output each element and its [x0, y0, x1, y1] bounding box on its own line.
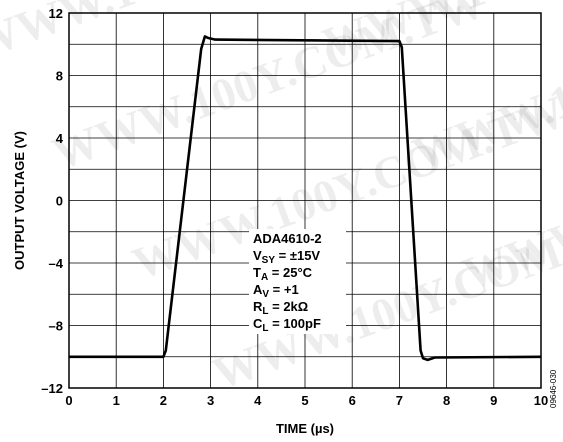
- annotation-line-1: ADA4610-2: [253, 231, 322, 246]
- figure-code: 09646-030: [549, 369, 558, 408]
- x-tick-label: 3: [207, 393, 214, 408]
- x-tick-label: 10: [534, 393, 548, 408]
- y-tick-label: 12: [49, 6, 63, 21]
- y-tick-labels: 12 8 4 0 –4 –8 –12: [41, 6, 63, 396]
- x-tick-label: 2: [160, 393, 167, 408]
- y-tick-label: –8: [49, 319, 63, 334]
- series-line-0: [69, 35, 542, 362]
- annotation-line-2: VSY = ±15V: [253, 248, 320, 266]
- annotation-background: [249, 229, 346, 334]
- annotation: ADA4610-2 VSY = ±15V TA = 25°C AV = +1 R…: [249, 229, 346, 334]
- x-tick-label: 5: [301, 393, 308, 408]
- plot-frame: [68, 12, 542, 389]
- x-axis-title: TIME (µs): [276, 421, 334, 436]
- annotation-line-4: AV = +1: [253, 282, 299, 300]
- series-layer: [69, 35, 542, 362]
- y-axis-title: OUTPUT VOLTAGE (V): [12, 131, 27, 270]
- x-tick-label: 8: [443, 393, 450, 408]
- y-tick-label: 4: [56, 131, 64, 146]
- x-tick-label: 1: [113, 393, 120, 408]
- x-tick-label: 9: [490, 393, 497, 408]
- annotation-line-5: RL = 2kΩ: [253, 299, 308, 317]
- x-tick-labels: 0 1 2 3 4 5 6 7 8 9 10: [65, 393, 548, 408]
- x-tick-label: 0: [65, 393, 72, 408]
- y-tick-label: –12: [41, 381, 63, 396]
- x-tick-label: 7: [396, 393, 403, 408]
- x-tick-label: 4: [254, 393, 262, 408]
- watermark-layer: WWW.100Y.COM.TWWWW.100Y.COM.TWWWW.100Y.C…: [0, 0, 563, 399]
- y-tick-label: –4: [49, 256, 64, 271]
- annotation-line-6: CL = 100pF: [253, 316, 321, 334]
- x-tick-label: 6: [349, 393, 356, 408]
- annotation-line-3: TA = 25°C: [253, 265, 313, 283]
- y-tick-label: 8: [56, 69, 63, 84]
- y-tick-label: 0: [56, 194, 63, 209]
